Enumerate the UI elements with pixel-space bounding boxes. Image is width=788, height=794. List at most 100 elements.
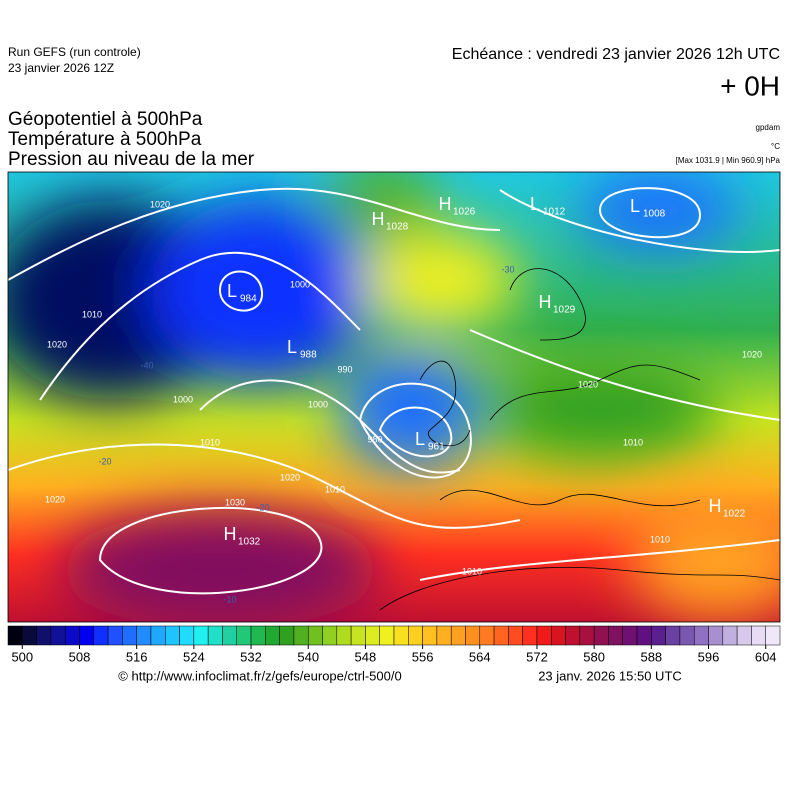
colorbar-swatch xyxy=(522,625,538,646)
colorbar-swatch xyxy=(693,625,709,646)
center-value: 984 xyxy=(240,294,257,305)
colorbar-swatch xyxy=(336,625,352,646)
colorbar-swatch xyxy=(636,625,652,646)
colorbar-swatch xyxy=(136,625,152,646)
colorbar-tick-label: 508 xyxy=(69,649,91,664)
isobar-label: 1010 xyxy=(623,437,643,447)
colorbar-swatch xyxy=(293,625,309,646)
colorbar-swatch xyxy=(79,625,95,646)
colorbar-swatch xyxy=(236,625,252,646)
colorbar-swatch xyxy=(207,625,223,646)
colorbar-swatch xyxy=(579,625,595,646)
temperature-label: -10 xyxy=(223,594,236,604)
unit: gpdam xyxy=(756,123,781,132)
source: © http://www.infoclimat.fr/z/gefs/europe… xyxy=(118,668,401,683)
colorbar-tick-label: 604 xyxy=(755,649,777,664)
colorbar-swatch xyxy=(107,625,123,646)
colorbar-swatch xyxy=(279,625,295,646)
center-letter: H xyxy=(372,209,385,229)
colorbar-tick-label: 596 xyxy=(698,649,720,664)
center-value: 988 xyxy=(300,350,317,361)
isobar-label: 1010 xyxy=(200,437,220,447)
center-letter: L xyxy=(530,194,540,214)
isobar-label: 1010 xyxy=(650,534,670,544)
colorbar-swatch xyxy=(593,625,609,646)
colorbar-swatch xyxy=(379,625,395,646)
temperature-label: -20 xyxy=(98,456,111,466)
colorbar-swatch xyxy=(736,625,752,646)
colorbar-swatch xyxy=(465,625,481,646)
center-letter: L xyxy=(227,281,237,301)
colorbar-swatch xyxy=(422,625,438,646)
isobar-label: 1020 xyxy=(280,472,300,482)
center-value: 1022 xyxy=(723,509,746,520)
colorbar-swatch xyxy=(551,625,566,646)
isobar-label: 1020 xyxy=(742,349,762,359)
center-letter: H xyxy=(224,524,237,544)
center-letter: H xyxy=(439,194,452,214)
center-value: 1032 xyxy=(238,537,261,548)
colorbar-swatch xyxy=(7,625,23,646)
colorbar-swatch xyxy=(393,625,409,646)
colorbar-tick-label: 516 xyxy=(126,649,148,664)
temperature-label: -20 xyxy=(256,502,269,512)
colorbar-tick-label: 580 xyxy=(583,649,605,664)
isobar-label: 1000 xyxy=(308,399,328,409)
valid-time: Echéance : vendredi 23 janvier 2026 12h … xyxy=(452,46,780,63)
isobar-label: 1010 xyxy=(325,484,345,494)
colorbar-swatch xyxy=(93,625,109,646)
center-value: 1026 xyxy=(453,207,476,218)
colorbar-swatch xyxy=(622,625,638,646)
colorbar-swatch xyxy=(565,625,581,646)
colorbar-tick-label: 564 xyxy=(469,649,491,664)
isobar-label: 1020 xyxy=(150,199,170,209)
lead-time: + 0H xyxy=(720,70,780,101)
isobar-label: 1000 xyxy=(290,279,310,289)
colorbar-tick-label: 572 xyxy=(526,649,548,664)
isobar-label: 980 xyxy=(367,434,382,444)
colorbar-swatch xyxy=(365,625,380,646)
generated: 23 janv. 2026 15:50 UTC xyxy=(538,668,682,683)
field: Température à 500hPa xyxy=(8,129,202,150)
center-letter: L xyxy=(415,429,425,449)
colorbar-swatch xyxy=(508,625,523,646)
colorbar-tick-label: 532 xyxy=(240,649,262,664)
colorbar-swatch xyxy=(350,625,366,646)
center-letter: L xyxy=(630,196,640,216)
colorbar-tick-label: 540 xyxy=(297,649,319,664)
colorbar-swatch xyxy=(122,625,137,646)
center-value: 1008 xyxy=(643,209,666,220)
isobar-label: 1020 xyxy=(45,494,65,504)
colorbar-swatch xyxy=(722,625,738,646)
isobar-label: 1030 xyxy=(225,497,245,507)
center-letter: H xyxy=(539,292,552,312)
colorbar-swatch xyxy=(322,625,338,646)
colorbar-swatch xyxy=(408,625,423,646)
field: Pression au niveau de la mer xyxy=(8,149,255,170)
unit: °C xyxy=(771,142,780,151)
colorbar-swatch xyxy=(179,625,195,646)
temperature-label: -40 xyxy=(140,360,153,370)
isobar-label: 990 xyxy=(337,364,352,374)
colorbar-swatch xyxy=(50,625,66,646)
colorbar-swatch xyxy=(193,625,209,646)
colorbar-swatch xyxy=(222,625,237,646)
isobar-label: 1000 xyxy=(173,394,193,404)
colorbar-swatch xyxy=(479,625,495,646)
isobar-label: 1020 xyxy=(578,379,598,389)
colorbar-swatch xyxy=(150,625,166,646)
colorbar-tick-label: 500 xyxy=(11,649,33,664)
field: Géopotentiel à 500hPa xyxy=(8,109,203,130)
colorbar-swatch xyxy=(265,625,280,646)
colorbar-swatch xyxy=(651,625,666,646)
colorbar-swatch xyxy=(165,625,180,646)
colorbar-swatch xyxy=(307,625,323,646)
run: Run GEFS (run controle) xyxy=(8,45,141,59)
center-value: 1029 xyxy=(553,305,576,316)
colorbar-swatch xyxy=(250,625,266,646)
colorbar-swatch xyxy=(22,625,37,646)
pressure-range: [Max 1031.9 | Min 960.9] hPa xyxy=(676,156,781,165)
colorbar-tick-label: 588 xyxy=(640,649,662,664)
center-letter: L xyxy=(287,337,297,357)
